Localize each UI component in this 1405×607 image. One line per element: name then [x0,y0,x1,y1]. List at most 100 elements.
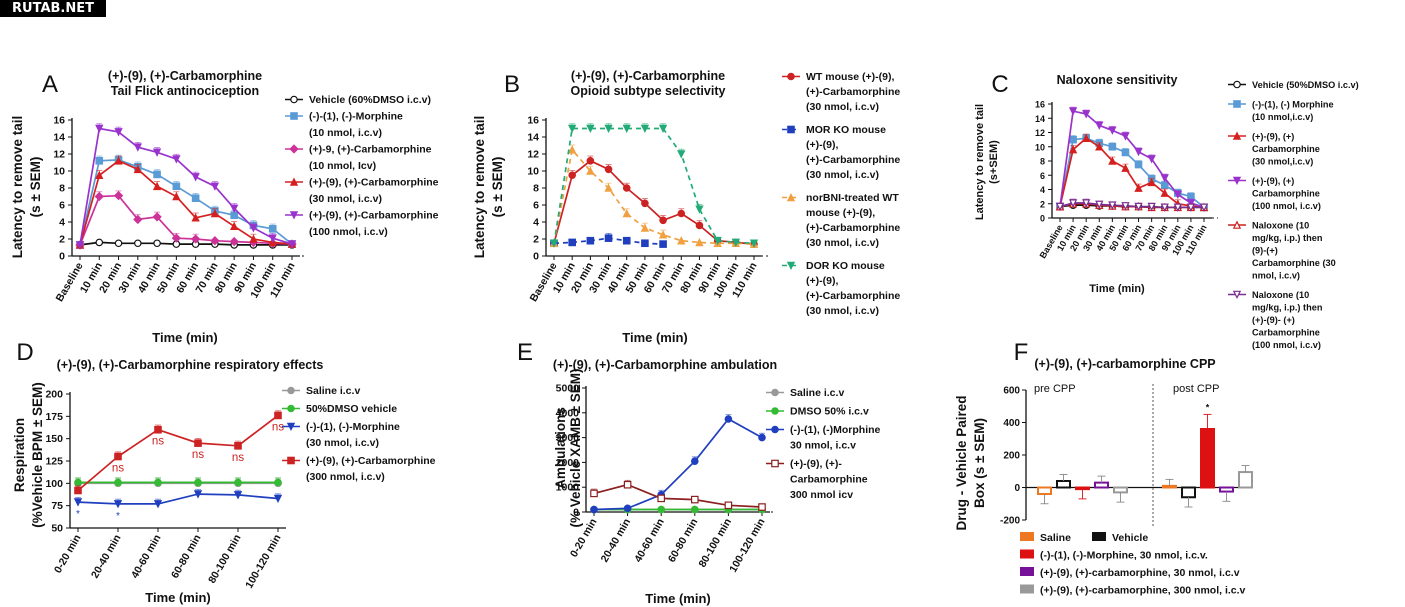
marker-triangle-down [286,422,296,432]
marker-square [154,425,162,434]
data-point [1068,145,1078,154]
legend-swatch-marker [1233,100,1241,108]
marker-triangle-down [1121,202,1130,211]
series-1 [550,155,758,248]
marker-triangle-down [153,500,163,509]
marker-diamond [133,214,143,225]
x-tick-label: 20-40 min [599,517,634,565]
data-point [1095,200,1104,210]
chart-title: (+)-(9), (+)-Carbamorphine [571,69,725,83]
data-point [74,478,82,487]
legend-label: (30 nmol,i.c.v) [1252,157,1313,167]
x-axis-label: Time (min) [645,591,711,606]
series-4 [590,479,766,511]
legend-label: Carbamorphine [1252,189,1320,199]
marker-circle [290,95,298,104]
marker-triangle [1082,133,1091,142]
legend-item: norBNI-treated WT mouse (+)-(9), (+)-Carba… [782,192,900,249]
group-label: post CPP [1173,383,1219,395]
x-axis-label: Time (min) [152,330,218,345]
marker-triangle [1068,145,1078,154]
legend-item: 50%DMSO vehicle [282,403,397,415]
marker-circle [771,407,779,415]
bar [1113,486,1128,494]
data-point [622,236,631,245]
legend-swatch-marker [1232,290,1242,300]
legend-item: (+)-(9), (+) Carbamorphine (30 nmol,i.c.v) [1228,131,1320,167]
panel-d: D (+)-(9), (+)-Carbamorphine respiratory … [12,339,436,605]
x-tick-label: 60-80 min [666,517,701,565]
x-tick-label: 80-100 min [206,533,244,586]
legend-label: Carbamorphine (30 [1252,258,1336,268]
legend-label: Naloxone (10 [1252,221,1309,231]
data-point [153,170,161,179]
legend-item: (+)-9, (+)-Carbamorphine (10 nmol, Icv) [285,144,432,172]
data-point [230,211,238,220]
marker-diamond [190,234,201,244]
marker-square [230,211,238,220]
legend-label: Vehicle (60%DMSO i.c.v) [309,94,431,106]
marker-square [568,238,576,247]
marker-square [1134,160,1143,169]
data-point [194,439,202,447]
legend-label: (100 nmol, i.c.v) [1252,201,1321,211]
data-point [695,237,704,247]
marker-diamond [152,212,162,222]
marker-triangle [230,221,239,231]
panel-letter: A [42,71,58,98]
marker-triangle [172,191,181,201]
y-tick-label: 0 [533,251,539,263]
legend-item: Saline i.c.v [282,385,360,397]
data-point [623,480,632,489]
y-axis-label: Respiration [12,418,27,492]
series-line [79,194,293,246]
data-point [1160,174,1169,183]
legend-label: (30 nmol, i.c.v) [806,237,879,249]
legend-item: (+)-(9), (+)-Carbamorphine (300 nmol, i.c… [282,455,436,483]
bar [1162,484,1177,489]
data-point [114,128,123,137]
bar [1075,486,1090,491]
marker-triangle-down [172,155,181,164]
legend-item: Vehicle (50%DMSO i.c.v) [1228,80,1359,90]
legend-label: Vehicle [1112,532,1148,544]
marker-circle [153,239,161,248]
chart-title: (+)-(9), (+)-Carbamorphine ambulation [553,358,777,372]
marker-triangle-down [731,238,740,247]
marker-triangle-down [287,240,297,249]
data-point [658,230,668,239]
data-point [1068,107,1078,116]
marker-triangle [786,192,796,202]
data-point [568,171,576,180]
data-point [658,124,668,134]
chart-title: (+)-(9), (+)-Carbamorphine respiratory e… [57,358,324,372]
marker-square [1121,148,1130,157]
annotation: * [76,509,80,520]
legend-item: (+)-(9), (+)- Carbamorphine 300 nmol icv [766,458,868,501]
marker-triangle [289,177,299,186]
marker-circle [194,478,202,487]
marker-triangle [1147,177,1156,187]
y-tick-label: 16 [53,115,65,127]
annotation: ns [112,463,124,475]
marker-triangle-down [191,173,200,182]
marker-triangle [133,164,142,174]
y-tick-label: 200 [1003,451,1020,462]
x-tick-label: 0-20 min [52,533,84,576]
legend-item: DOR KO mouse (+)-(9), (+)-Carbamorphine (30… [782,260,900,317]
data-point [622,124,631,134]
legend-swatch-marker [1232,176,1242,186]
x-tick-label: 20-40 min [89,533,124,581]
legend-item: (+)-(9), (+)-Carbamorphine (100 nmol, i.c… [285,210,439,238]
y-tick-label: 6 [1040,171,1045,181]
marker-triangle-down [289,211,299,220]
marker-triangle [658,230,668,239]
marker-square [604,234,613,242]
data-point [95,170,104,180]
y-tick-label: 14 [53,132,65,144]
data-point [1160,181,1169,190]
marker-square [1108,142,1117,151]
series-2 [550,232,667,248]
marker-triangle-down [73,498,83,507]
marker-square [1160,181,1169,190]
